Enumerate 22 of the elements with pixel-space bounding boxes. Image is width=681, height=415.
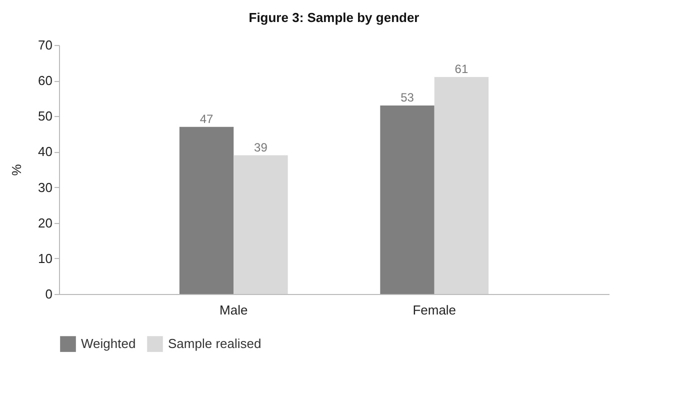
data-label: 61 bbox=[454, 62, 468, 76]
y-tick-label: 30 bbox=[38, 180, 52, 195]
bar bbox=[380, 105, 434, 294]
y-tick-label: 20 bbox=[38, 215, 52, 230]
x-tick-label: Female bbox=[412, 302, 456, 318]
data-label: 47 bbox=[200, 112, 214, 126]
chart-title: Figure 3: Sample by gender bbox=[248, 10, 420, 25]
bar bbox=[434, 77, 489, 294]
y-tick-label: 40 bbox=[38, 144, 52, 160]
y-tick-label: 10 bbox=[38, 250, 52, 266]
data-label: 39 bbox=[254, 140, 268, 154]
y-tick-label: 60 bbox=[38, 73, 52, 88]
y-axis-title: % bbox=[9, 164, 24, 176]
bar bbox=[179, 126, 234, 294]
legend-label: Sample realised bbox=[168, 336, 262, 352]
y-tick-label: 0 bbox=[45, 286, 52, 302]
data-label: 53 bbox=[400, 90, 414, 104]
y-tick-label: 50 bbox=[38, 108, 52, 124]
y-tick-label: 70 bbox=[38, 38, 52, 52]
x-tick-label: Male bbox=[220, 302, 248, 318]
legend-label: Weighted bbox=[81, 336, 136, 352]
bar bbox=[234, 155, 288, 294]
